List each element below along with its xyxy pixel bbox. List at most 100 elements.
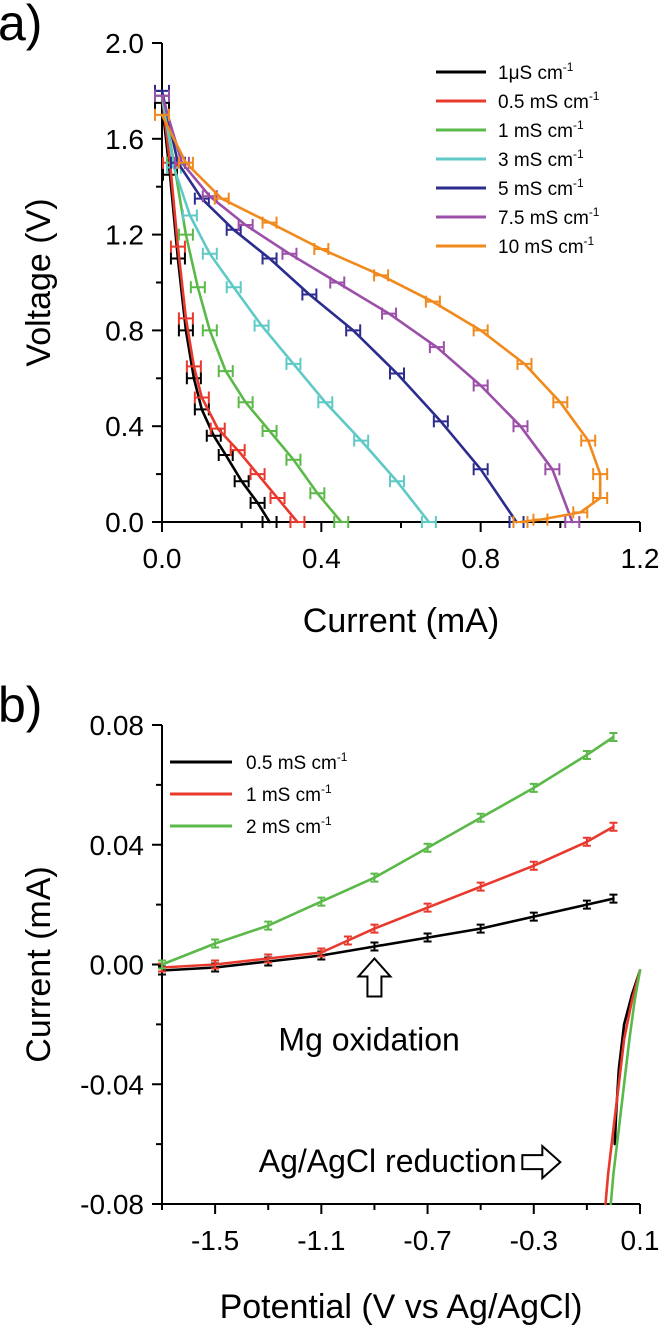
legend-entry-sup: -1 xyxy=(573,147,584,161)
series-3-point xyxy=(201,247,218,260)
series-2-point xyxy=(370,872,379,883)
series-5-point xyxy=(237,219,254,232)
series-0-point xyxy=(609,893,618,904)
legend-entry: 1μS cm-1 xyxy=(498,60,574,84)
series-4-point xyxy=(301,288,318,301)
series-0-point xyxy=(261,516,278,528)
series-1-point xyxy=(193,391,210,404)
series-6-point xyxy=(580,434,597,447)
legend-entry-label: 0.5 mS cm xyxy=(498,92,589,113)
y-tick-label: 2.0 xyxy=(105,28,144,59)
x-axis-title: Current (mA) xyxy=(303,602,499,640)
y-tick-label: -0.08 xyxy=(80,1189,144,1220)
annotation: Ag/AgCl reduction xyxy=(259,1143,562,1181)
legend-entry-sup: -1 xyxy=(563,60,574,74)
x-tick-label: -0.3 xyxy=(510,1225,558,1256)
series-5-point xyxy=(329,276,346,289)
chart-panel-b: b) -0.08 -0.04 0.00 0.04 0.08 -1.5 -1.1 -0.7 -0.3… xyxy=(0,677,659,1326)
series-2-point xyxy=(261,424,278,437)
series-2-point xyxy=(201,324,218,337)
series-3-point xyxy=(420,516,437,528)
series-1-point xyxy=(211,959,220,970)
series-5-point xyxy=(428,341,445,354)
series-1-point xyxy=(289,516,306,528)
series-1-point xyxy=(609,821,618,832)
y-tick-label: 1.2 xyxy=(105,220,144,251)
series-6-point xyxy=(177,156,194,169)
y-tick-label: 0.8 xyxy=(105,315,144,346)
annotation-label: Ag/AgCl reduction xyxy=(259,1143,517,1179)
series-1-point xyxy=(229,444,246,457)
series-2-point xyxy=(476,812,485,823)
legend-entry: 2 mS cm-1 xyxy=(246,814,332,838)
series-2-point xyxy=(317,896,326,907)
chart-panel-a: a) 0.0 0.4 0.8 1.2 1.6 2.0 0.0 0.4 0.8 1.2 Current … xyxy=(0,0,659,640)
legend-entry-label: 5 mS cm xyxy=(498,179,573,200)
legend-entry: 0.5 mS cm-1 xyxy=(246,750,348,774)
legend-entry-sup: -1 xyxy=(573,176,584,190)
series-2-point xyxy=(189,281,206,294)
x-tick-label: 0.8 xyxy=(461,543,500,574)
series-5-point xyxy=(472,379,489,392)
series-0-point xyxy=(233,475,250,488)
legend-entry: 1 mS cm-1 xyxy=(498,118,584,142)
series-6-point xyxy=(516,357,533,370)
series-0-point xyxy=(185,372,202,385)
legend-entry: 0.5 mS cm-1 xyxy=(498,89,600,113)
legend: 1μS cm-10.5 mS cm-11 mS cm-13 mS cm-15 m… xyxy=(436,60,600,258)
series-6-point xyxy=(373,269,390,282)
legend-entry-label: 3 mS cm xyxy=(498,150,573,171)
series-1-point xyxy=(317,947,326,958)
series-4-point xyxy=(345,324,362,337)
x-axis-title: Potential (V vs Ag/AgCl) xyxy=(220,1288,583,1326)
series-0-line xyxy=(160,897,615,972)
series-5-point xyxy=(512,420,529,433)
legend-entry-sup: -1 xyxy=(573,118,584,132)
series-1-point xyxy=(169,240,186,253)
series-3-point xyxy=(225,281,242,294)
series-1-point xyxy=(476,881,485,892)
y-axis-title: Voltage (V) xyxy=(20,198,58,366)
series-6-point xyxy=(552,396,569,409)
series-5-point xyxy=(154,89,170,102)
y-tick-label: 0.04 xyxy=(90,830,145,861)
series-2-point xyxy=(582,749,591,760)
legend-entry: 1 mS cm-1 xyxy=(246,782,332,806)
series-2-point xyxy=(237,396,254,409)
y-tick-label: -0.04 xyxy=(80,1069,144,1100)
legend-entry-sup: -1 xyxy=(589,89,600,103)
series-2-point xyxy=(285,453,302,466)
series-5-point xyxy=(544,463,561,476)
series-1-point xyxy=(343,935,352,946)
legend-entry: 7.5 mS cm-1 xyxy=(498,205,600,229)
legend-entry: 10 mS cm-1 xyxy=(498,234,595,258)
arrow-up-icon xyxy=(356,957,393,998)
series-0-point xyxy=(249,496,266,509)
y-tick-label: 0.08 xyxy=(90,710,145,741)
series-0-point xyxy=(205,429,222,442)
series-2-line xyxy=(160,735,615,966)
annotation: Mg oxidation xyxy=(278,957,460,1057)
x-tick-label: -0.7 xyxy=(403,1225,451,1256)
series-3-point xyxy=(285,357,302,370)
series-0-point xyxy=(582,899,591,910)
series-0-point xyxy=(423,932,432,943)
series-6-point xyxy=(572,506,589,519)
series-2-point xyxy=(177,228,194,241)
x-tick-label: -1.5 xyxy=(191,1225,239,1256)
series-6-point xyxy=(512,516,529,528)
series-4-point xyxy=(472,463,489,476)
x-tick-label: 0.0 xyxy=(143,543,182,574)
x-tick-label: 0.4 xyxy=(302,543,341,574)
legend-entry-label: 1μS cm xyxy=(498,63,563,84)
legend: 0.5 mS cm-1 1 mS cm-1 2 mS cm-1 xyxy=(170,750,348,838)
series-1-point xyxy=(209,422,226,435)
series-2-point xyxy=(609,731,618,742)
y-tick-label: 0.0 xyxy=(105,507,144,538)
series-1-point xyxy=(582,836,591,847)
legend-entry: 5 mS cm-1 xyxy=(498,176,584,200)
series-1-point xyxy=(264,953,273,964)
series-1-point xyxy=(185,360,202,373)
arrow-right-icon xyxy=(521,1143,562,1181)
series-3-point xyxy=(353,434,370,447)
